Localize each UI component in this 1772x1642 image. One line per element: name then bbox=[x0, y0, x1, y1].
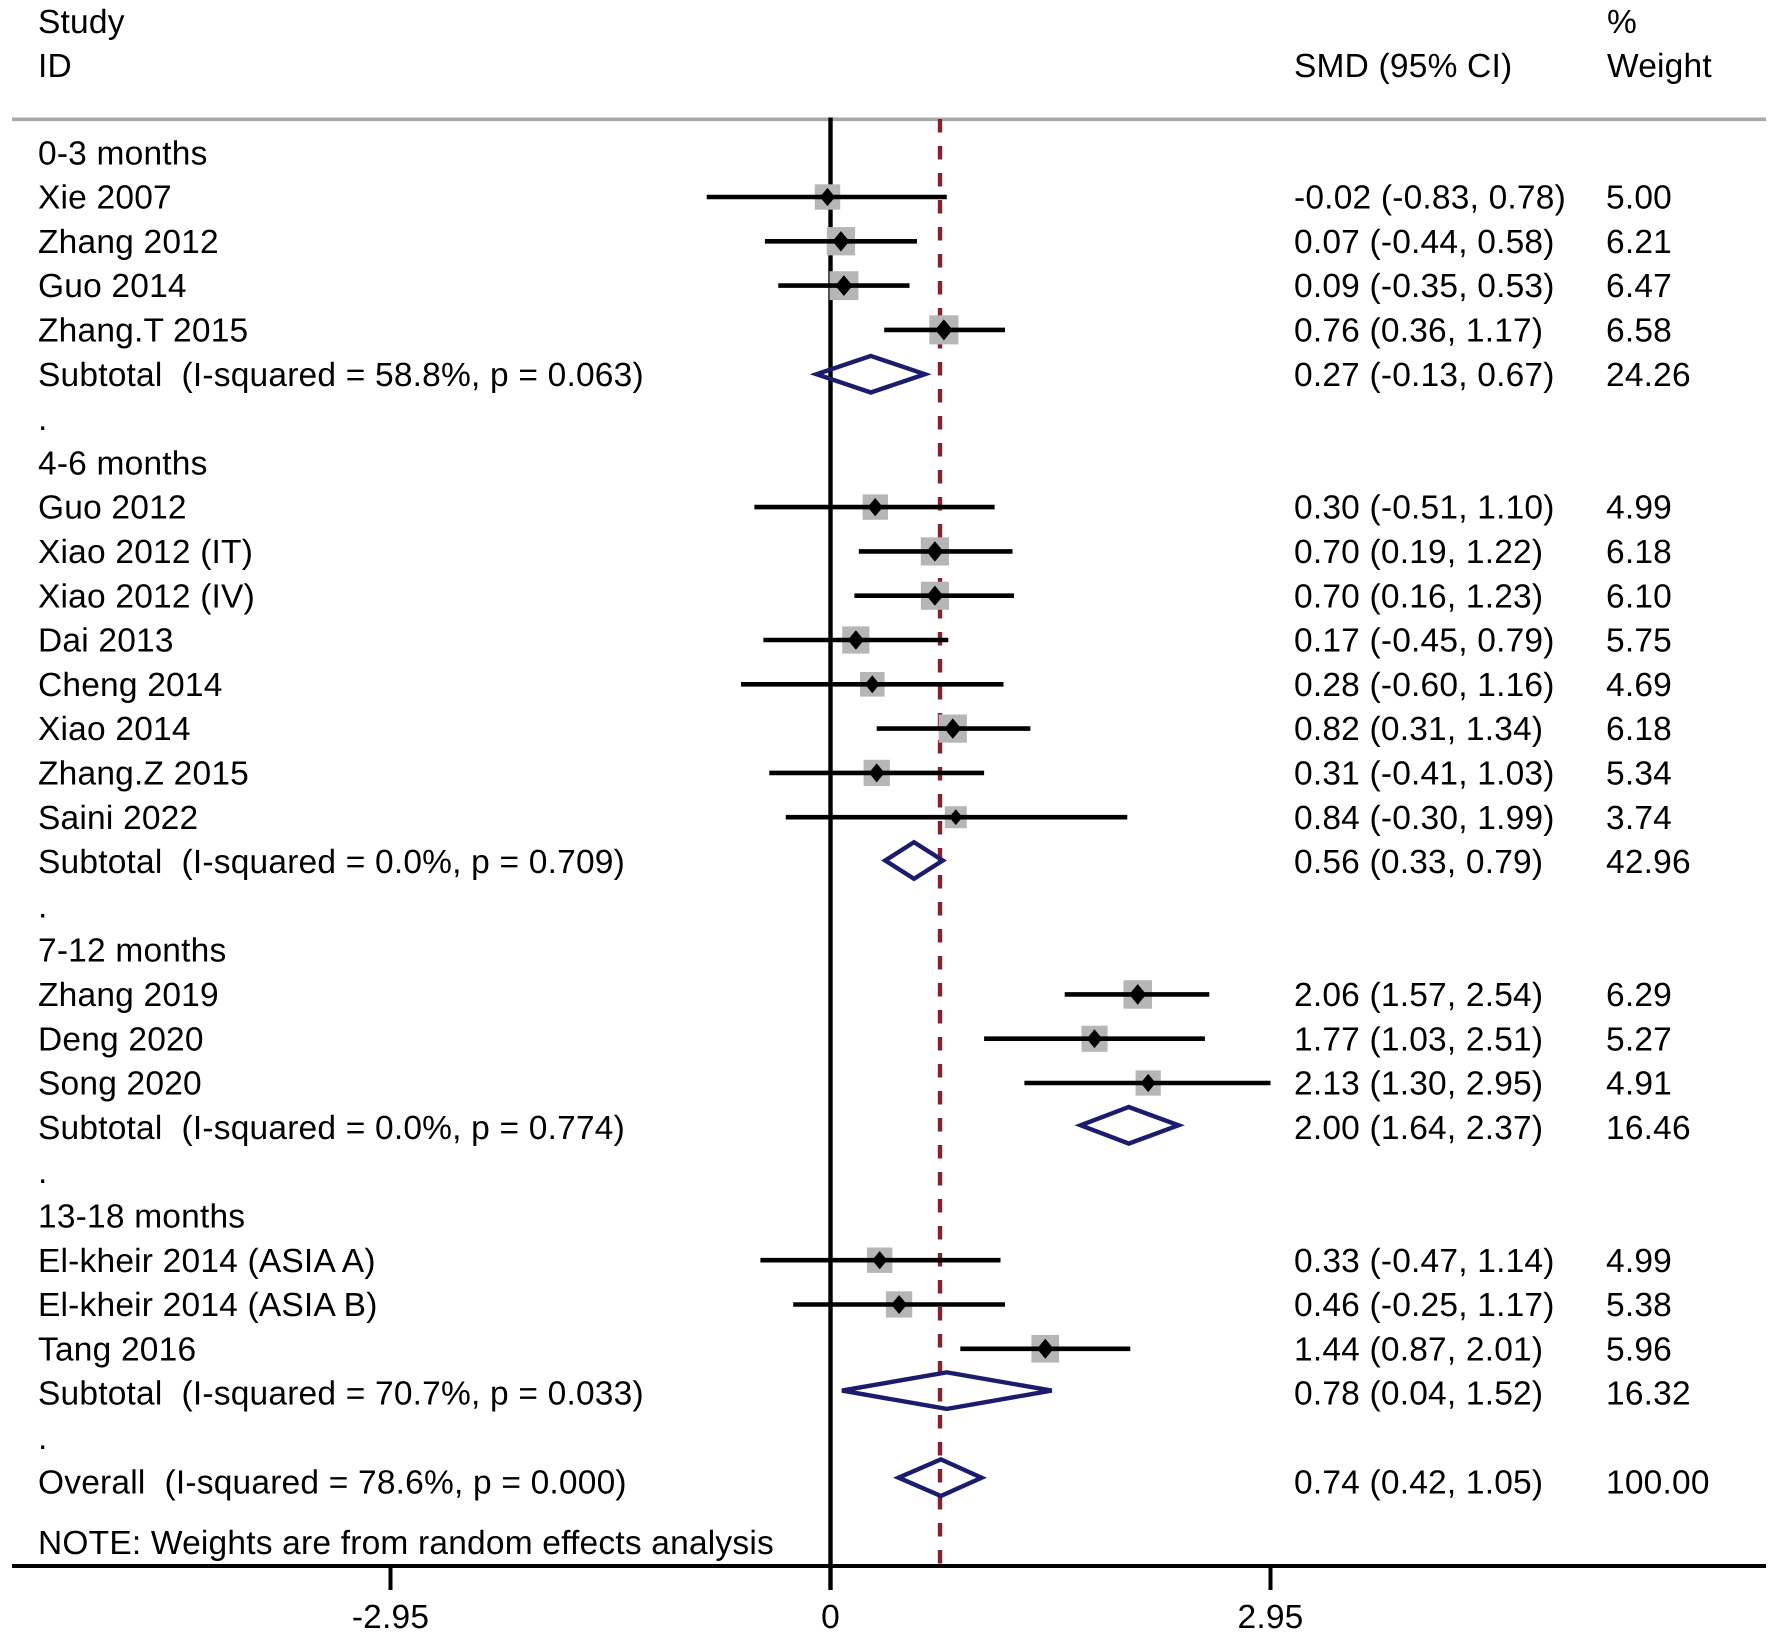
svg-text:5.00: 5.00 bbox=[1606, 180, 1672, 217]
svg-text:0.30 (-0.51, 1.10): 0.30 (-0.51, 1.10) bbox=[1294, 490, 1555, 527]
svg-text:1.44 (0.87, 2.01): 1.44 (0.87, 2.01) bbox=[1294, 1331, 1543, 1368]
svg-text:Overall (I-squared = 78.6%, p: Overall (I-squared = 78.6%, p = 0.000) bbox=[38, 1464, 627, 1501]
svg-text:.: . bbox=[38, 1420, 48, 1457]
svg-text:-2.95: -2.95 bbox=[352, 1599, 429, 1636]
svg-text:13-18 months: 13-18 months bbox=[38, 1199, 245, 1236]
svg-text:100.00: 100.00 bbox=[1606, 1464, 1710, 1501]
svg-text:6.29: 6.29 bbox=[1606, 977, 1672, 1014]
svg-text:El-kheir 2014 (ASIA A): El-kheir 2014 (ASIA A) bbox=[38, 1243, 376, 1280]
svg-text:Weight: Weight bbox=[1607, 48, 1712, 85]
svg-text:0: 0 bbox=[821, 1599, 840, 1636]
svg-text:Xiao 2012 (IV): Xiao 2012 (IV) bbox=[38, 578, 255, 615]
svg-text:El-kheir 2014 (ASIA B): El-kheir 2014 (ASIA B) bbox=[38, 1287, 378, 1324]
svg-text:42.96: 42.96 bbox=[1606, 844, 1691, 881]
svg-text:Subtotal (I-squared = 0.0%, p: Subtotal (I-squared = 0.0%, p = 0.774) bbox=[38, 1110, 625, 1147]
svg-text:0.46 (-0.25, 1.17): 0.46 (-0.25, 1.17) bbox=[1294, 1287, 1555, 1324]
svg-text:6.18: 6.18 bbox=[1606, 711, 1672, 748]
svg-text:0.31 (-0.41, 1.03): 0.31 (-0.41, 1.03) bbox=[1294, 756, 1555, 793]
svg-text:0-3 months: 0-3 months bbox=[38, 135, 208, 172]
svg-text:.: . bbox=[38, 888, 48, 925]
svg-text:5.38: 5.38 bbox=[1606, 1287, 1672, 1324]
svg-text:24.26: 24.26 bbox=[1606, 357, 1691, 394]
svg-text:Study: Study bbox=[38, 4, 125, 41]
svg-text:Saini 2022: Saini 2022 bbox=[38, 800, 198, 837]
svg-text:.: . bbox=[38, 1154, 48, 1191]
svg-text:4.91: 4.91 bbox=[1606, 1066, 1672, 1103]
svg-text:Zhang 2019: Zhang 2019 bbox=[38, 977, 219, 1014]
svg-text:5.96: 5.96 bbox=[1606, 1331, 1672, 1368]
svg-text:.: . bbox=[38, 401, 48, 438]
svg-text:0.28 (-0.60, 1.16): 0.28 (-0.60, 1.16) bbox=[1294, 667, 1555, 704]
svg-text:Guo 2012: Guo 2012 bbox=[38, 490, 187, 527]
svg-text:3.74: 3.74 bbox=[1606, 800, 1672, 837]
svg-text:Xiao 2014: Xiao 2014 bbox=[38, 711, 191, 748]
svg-text:0.27 (-0.13, 0.67): 0.27 (-0.13, 0.67) bbox=[1294, 357, 1555, 394]
svg-text:Zhang.T 2015: Zhang.T 2015 bbox=[38, 313, 248, 350]
svg-text:NOTE: Weights are from random: NOTE: Weights are from random effects an… bbox=[38, 1525, 774, 1562]
svg-text:7-12 months: 7-12 months bbox=[38, 933, 226, 970]
svg-text:6.18: 6.18 bbox=[1606, 534, 1672, 571]
svg-text:1.77 (1.03, 2.51): 1.77 (1.03, 2.51) bbox=[1294, 1021, 1543, 1058]
svg-text:2.06 (1.57, 2.54): 2.06 (1.57, 2.54) bbox=[1294, 977, 1543, 1014]
svg-text:0.70 (0.19, 1.22): 0.70 (0.19, 1.22) bbox=[1294, 534, 1543, 571]
svg-text:Xie 2007: Xie 2007 bbox=[38, 180, 172, 217]
svg-text:16.46: 16.46 bbox=[1606, 1110, 1691, 1147]
svg-text:6.10: 6.10 bbox=[1606, 578, 1672, 615]
svg-text:0.78 (0.04, 1.52): 0.78 (0.04, 1.52) bbox=[1294, 1376, 1543, 1413]
svg-text:0.70 (0.16, 1.23): 0.70 (0.16, 1.23) bbox=[1294, 578, 1543, 615]
svg-text:2.00 (1.64, 2.37): 2.00 (1.64, 2.37) bbox=[1294, 1110, 1543, 1147]
svg-text:0.07 (-0.44, 0.58): 0.07 (-0.44, 0.58) bbox=[1294, 224, 1555, 261]
svg-text:Song 2020: Song 2020 bbox=[38, 1066, 202, 1103]
svg-text:%: % bbox=[1607, 4, 1637, 41]
svg-text:0.33 (-0.47, 1.14): 0.33 (-0.47, 1.14) bbox=[1294, 1243, 1555, 1280]
svg-text:Cheng 2014: Cheng 2014 bbox=[38, 667, 223, 704]
svg-text:4.99: 4.99 bbox=[1606, 1243, 1672, 1280]
svg-text:4.99: 4.99 bbox=[1606, 490, 1672, 527]
svg-text:Tang 2016: Tang 2016 bbox=[38, 1331, 196, 1368]
svg-text:0.84 (-0.30, 1.99): 0.84 (-0.30, 1.99) bbox=[1294, 800, 1555, 837]
svg-text:0.76 (0.36, 1.17): 0.76 (0.36, 1.17) bbox=[1294, 313, 1543, 350]
svg-text:6.58: 6.58 bbox=[1606, 313, 1672, 350]
svg-text:2.95: 2.95 bbox=[1237, 1599, 1303, 1636]
svg-text:Xiao 2012 (IT): Xiao 2012 (IT) bbox=[38, 534, 253, 571]
svg-text:Deng 2020: Deng 2020 bbox=[38, 1021, 204, 1058]
svg-text:SMD (95% CI): SMD (95% CI) bbox=[1294, 48, 1512, 85]
svg-text:0.56 (0.33, 0.79): 0.56 (0.33, 0.79) bbox=[1294, 844, 1543, 881]
svg-text:Zhang 2012: Zhang 2012 bbox=[38, 224, 219, 261]
svg-text:-0.02 (-0.83, 0.78): -0.02 (-0.83, 0.78) bbox=[1294, 180, 1566, 217]
svg-text:0.74 (0.42, 1.05): 0.74 (0.42, 1.05) bbox=[1294, 1464, 1543, 1501]
svg-text:Dai 2013: Dai 2013 bbox=[38, 623, 174, 660]
svg-text:0.09 (-0.35, 0.53): 0.09 (-0.35, 0.53) bbox=[1294, 268, 1555, 305]
svg-text:Zhang.Z 2015: Zhang.Z 2015 bbox=[38, 756, 249, 793]
svg-text:2.13 (1.30, 2.95): 2.13 (1.30, 2.95) bbox=[1294, 1066, 1543, 1103]
svg-text:5.34: 5.34 bbox=[1606, 756, 1672, 793]
svg-text:0.17 (-0.45, 0.79): 0.17 (-0.45, 0.79) bbox=[1294, 623, 1555, 660]
svg-text:16.32: 16.32 bbox=[1606, 1376, 1691, 1413]
svg-text:0.82 (0.31, 1.34): 0.82 (0.31, 1.34) bbox=[1294, 711, 1543, 748]
svg-text:6.21: 6.21 bbox=[1606, 224, 1672, 261]
svg-text:4-6 months: 4-6 months bbox=[38, 445, 208, 482]
svg-text:Subtotal (I-squared = 58.8%,: Subtotal (I-squared = 58.8%, p = 0.063) bbox=[38, 357, 644, 394]
svg-text:Guo 2014: Guo 2014 bbox=[38, 268, 187, 305]
svg-text:Subtotal (I-squared = 0.0%, p: Subtotal (I-squared = 0.0%, p = 0.709) bbox=[38, 844, 625, 881]
svg-text:4.69: 4.69 bbox=[1606, 667, 1672, 704]
svg-text:5.75: 5.75 bbox=[1606, 623, 1672, 660]
svg-text:Subtotal (I-squared = 70.7%,: Subtotal (I-squared = 70.7%, p = 0.033) bbox=[38, 1376, 644, 1413]
svg-text:5.27: 5.27 bbox=[1606, 1021, 1672, 1058]
svg-text:ID: ID bbox=[38, 48, 72, 85]
svg-text:6.47: 6.47 bbox=[1606, 268, 1672, 305]
